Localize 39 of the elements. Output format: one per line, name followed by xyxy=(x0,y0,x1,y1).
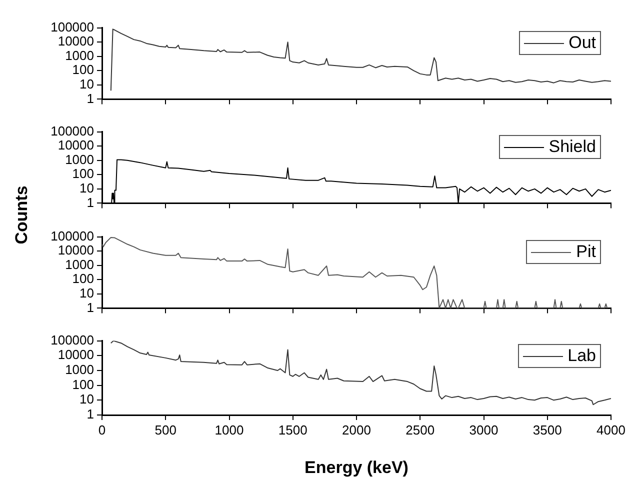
y-tick-label: 10 xyxy=(80,180,94,196)
x-tick-label: 1500 xyxy=(278,422,308,438)
y-tick-label: 100 xyxy=(72,271,94,286)
y-tick-label: 1 xyxy=(86,300,94,315)
legend-label: Out xyxy=(568,33,596,53)
y-tick-label: 100000 xyxy=(50,228,94,244)
legend-label: Lab xyxy=(568,346,596,366)
y-tick-label: 1000 xyxy=(65,152,94,167)
y-tick-label: 100000 xyxy=(50,123,94,138)
y-tick-label: 10000 xyxy=(58,242,94,258)
y-tick-label: 1000 xyxy=(65,48,94,63)
y-tick-label: 10000 xyxy=(58,347,94,362)
y-tick-label: 1 xyxy=(86,90,94,106)
x-tick-label: 3500 xyxy=(532,422,562,438)
y-tick-label: 100 xyxy=(72,166,94,182)
y-tick-label: 10 xyxy=(80,76,94,92)
y-tick-label: 100 xyxy=(72,62,94,78)
y-tick-label: 100 xyxy=(72,376,94,392)
y-tick-label: 1 xyxy=(86,194,94,210)
x-axis-title: Energy (keV) xyxy=(304,458,408,477)
y-tick-label: 1000 xyxy=(65,256,94,272)
y-tick-label: 1 xyxy=(86,406,94,422)
y-tick-label: 10 xyxy=(80,286,94,300)
x-tick-label: 1000 xyxy=(214,422,244,438)
legend-label: Pit xyxy=(576,242,596,262)
y-tick-label: 1000 xyxy=(65,362,94,378)
x-tick-label: 500 xyxy=(154,422,176,438)
y-axis-title: Counts xyxy=(12,186,32,244)
x-tick-label: 4000 xyxy=(596,422,626,438)
y-tick-label: 100000 xyxy=(50,19,94,34)
x-tick-label: 3000 xyxy=(469,422,498,438)
y-tick-label: 10 xyxy=(80,392,94,407)
x-tick-label: 0 xyxy=(98,422,106,438)
y-tick-label: 10000 xyxy=(58,34,94,49)
y-tick-label: 100000 xyxy=(50,332,94,348)
x-tick-label: 2500 xyxy=(406,422,435,438)
legend-label: Shield xyxy=(548,137,596,157)
y-tick-label: 10000 xyxy=(58,138,94,153)
x-tick-label: 2000 xyxy=(342,422,371,438)
